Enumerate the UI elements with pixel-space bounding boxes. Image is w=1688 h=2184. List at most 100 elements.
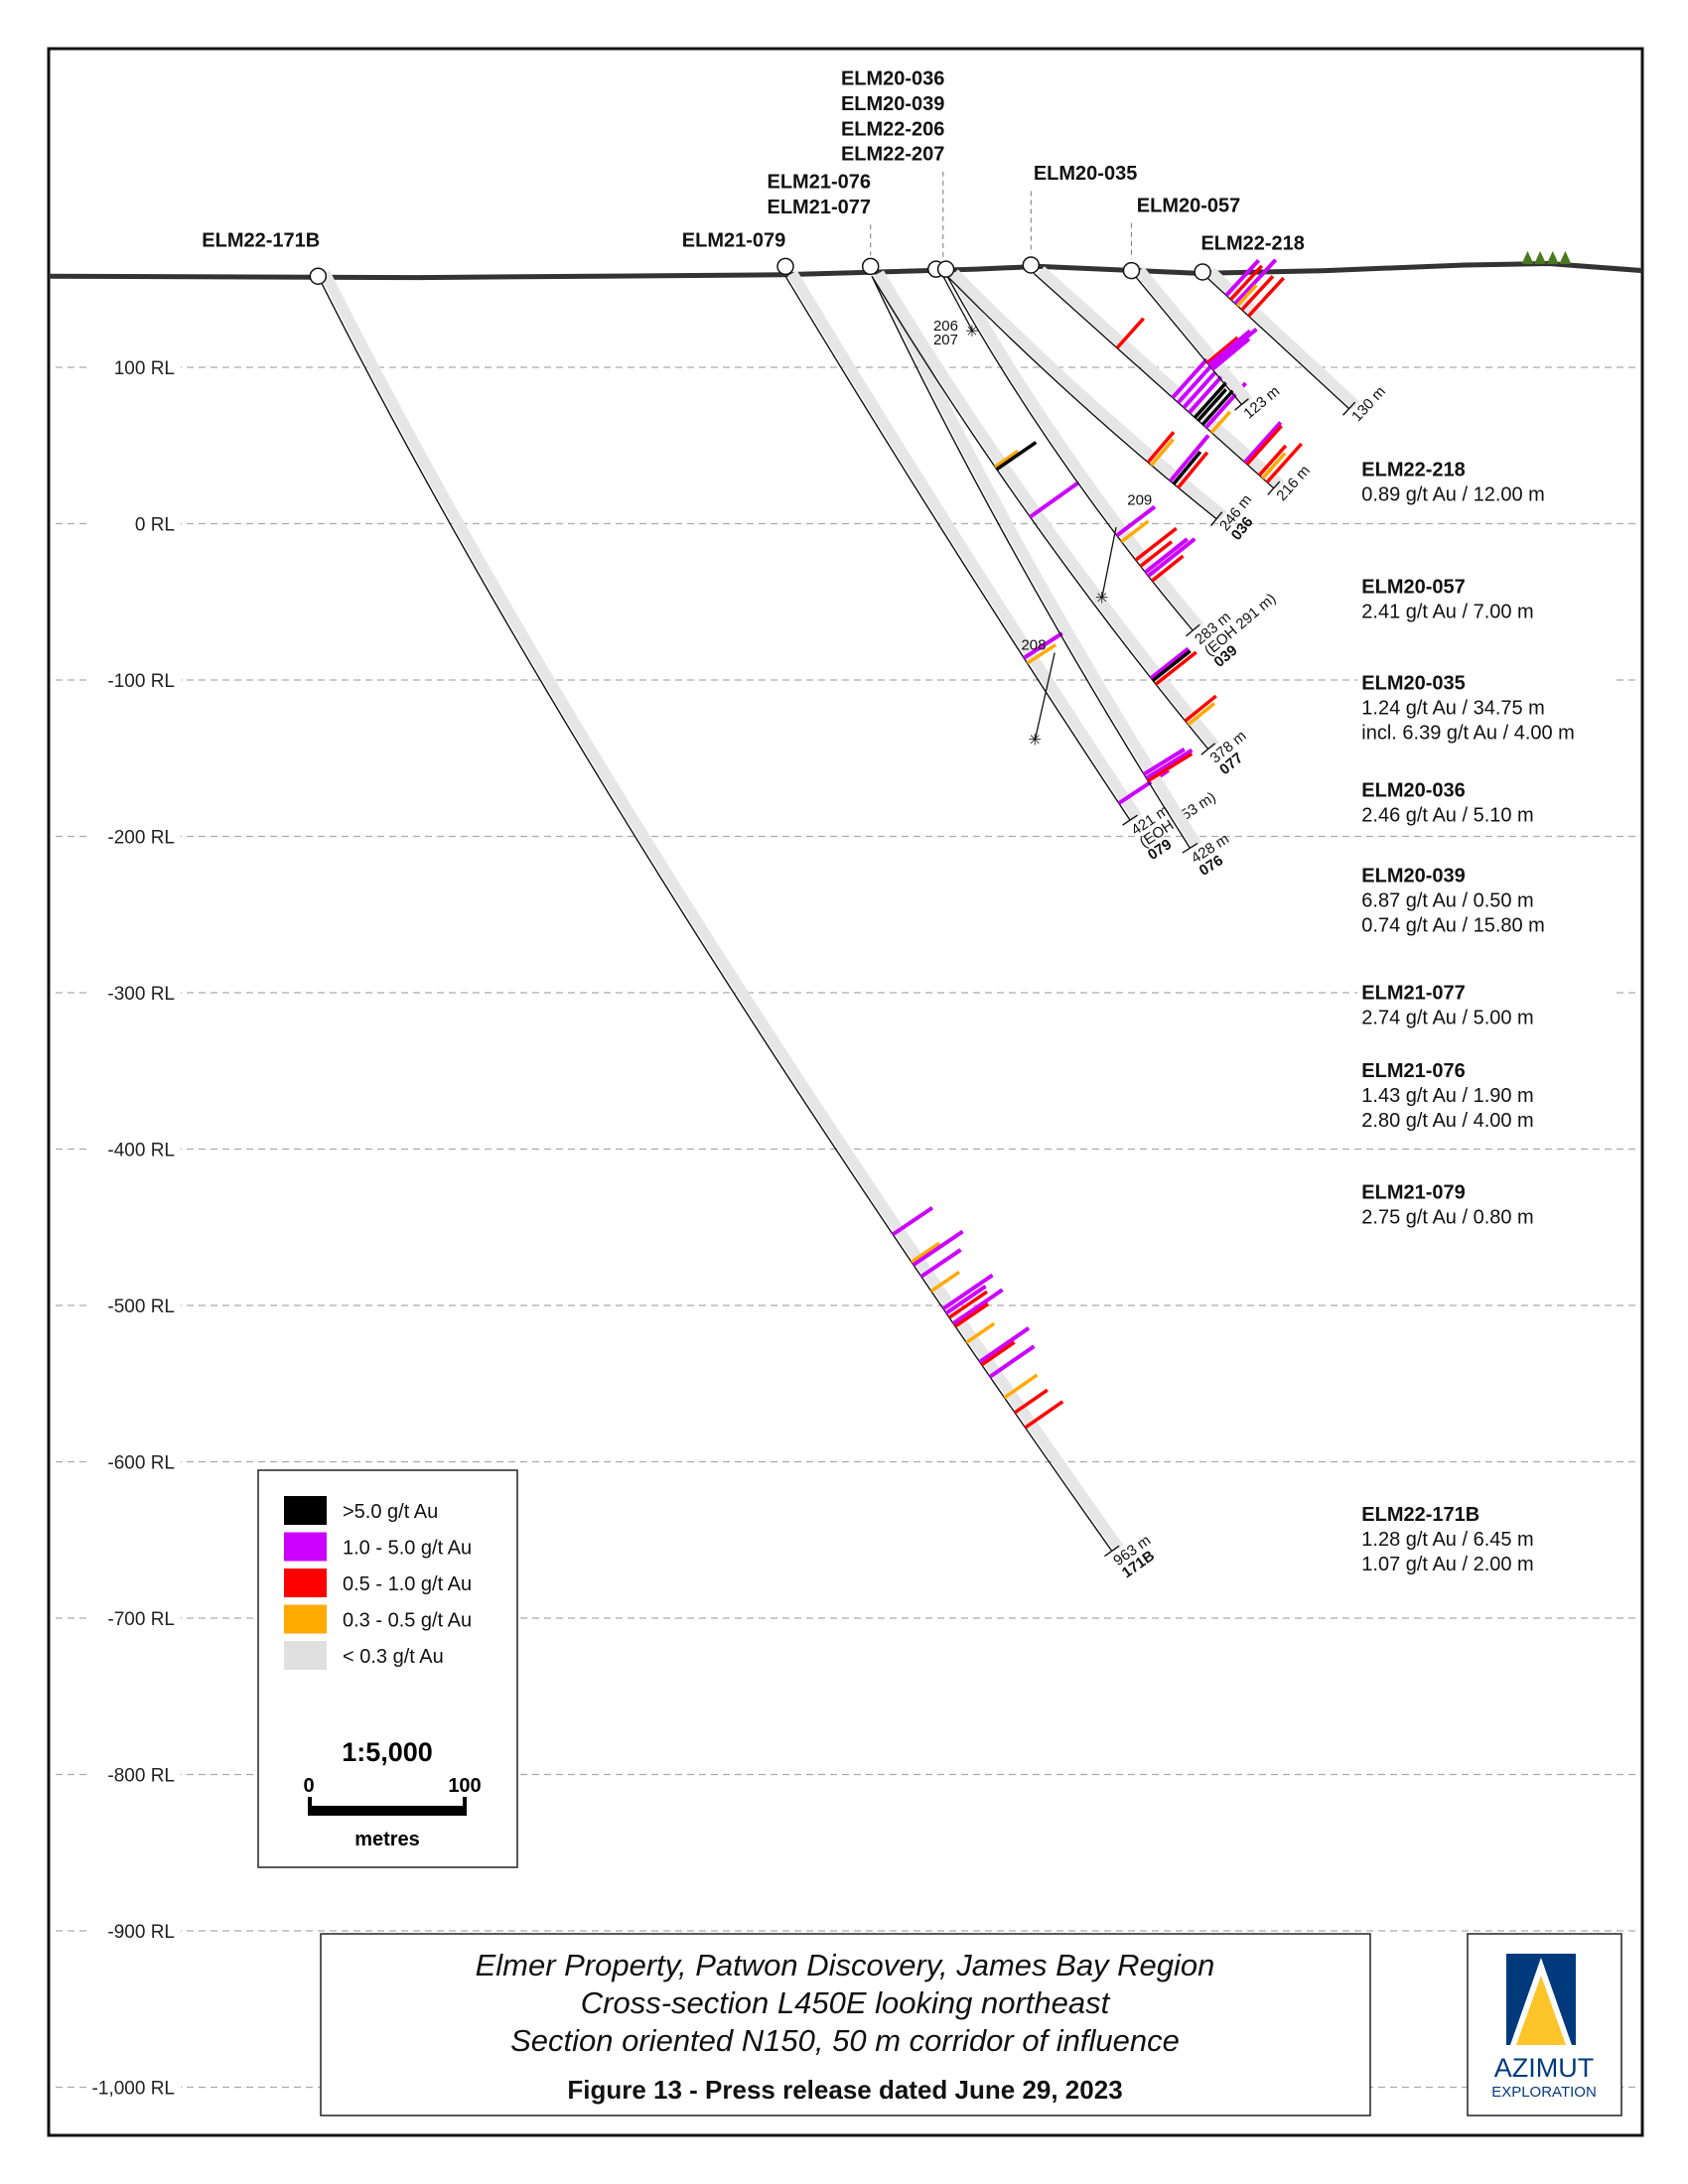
assay-interval xyxy=(978,1326,1031,1364)
assay-results: ELM22-218 0.89 g/t Au / 12.00 m ELM20-057 2… xyxy=(1357,456,1617,1576)
drill-trace xyxy=(1033,272,1275,489)
title-line-1: Elmer Property, Patwon Discovery, James … xyxy=(476,1948,1215,1982)
low-grade-band xyxy=(949,270,1204,631)
wedge-end-star-icon: ✳ xyxy=(965,324,978,341)
rl-label: 100 RL xyxy=(114,358,175,379)
result-grade: 0.74 g/t Au / 15.80 m xyxy=(1361,914,1545,936)
assay-interval xyxy=(951,1288,1004,1325)
result-grade: 2.41 g/t Au / 7.00 m xyxy=(1361,602,1533,623)
assay-interval xyxy=(1154,650,1197,686)
assay-interval xyxy=(912,1229,964,1267)
rl-label-bg xyxy=(89,1294,181,1317)
result-hole-id: ELM21-079 xyxy=(1361,1181,1466,1203)
collar-label: ELM20-036 xyxy=(841,68,945,90)
assay-interval xyxy=(994,449,1020,469)
assay-interval xyxy=(954,1302,990,1328)
assay-interval xyxy=(1145,748,1194,780)
collar-label: ELM21-076 xyxy=(767,172,871,194)
assay-interval xyxy=(1142,748,1186,776)
assay-interval xyxy=(1247,276,1286,318)
assay-interval xyxy=(944,1285,987,1315)
result-bg xyxy=(1357,1057,1617,1134)
assay-interval xyxy=(1188,371,1227,414)
assay-interval xyxy=(1169,434,1210,482)
assay-interval xyxy=(1224,258,1261,297)
result-hole-id: ELM22-218 xyxy=(1361,459,1466,480)
assay-interval xyxy=(910,1241,941,1264)
result-bg xyxy=(1357,669,1617,746)
rl-label: 0 RL xyxy=(135,515,175,536)
result-hole-id: ELM22-171B xyxy=(1361,1504,1479,1526)
assay-interval xyxy=(1003,1373,1039,1400)
end-of-hole-tick xyxy=(1234,398,1249,411)
assay-interval xyxy=(1139,540,1174,568)
rl-label-bg xyxy=(89,1919,181,1943)
end-of-hole-tick xyxy=(1185,623,1200,637)
drill-trace xyxy=(1132,272,1242,405)
result-hole-id: ELM20-035 xyxy=(1361,672,1466,694)
rl-label-bg xyxy=(89,1606,181,1630)
assay-interval xyxy=(1147,751,1194,783)
rl-label: -500 RL xyxy=(107,1297,175,1317)
result-hole-id: ELM21-077 xyxy=(1361,982,1466,1004)
end-of-hole-tick xyxy=(1267,480,1281,495)
drill-trace xyxy=(871,275,1192,849)
tree-icon xyxy=(1534,250,1547,264)
result-bg xyxy=(1357,862,1617,938)
end-of-hole-tick xyxy=(1342,401,1356,416)
collar-marker xyxy=(1194,263,1211,281)
rl-label-bg xyxy=(89,668,181,692)
azimut-logo: AZIMUT EXPLORATION xyxy=(1467,1933,1622,2116)
legend-swatch xyxy=(284,1532,327,1562)
assay-interval xyxy=(1026,643,1057,665)
assay-interval xyxy=(1120,519,1150,544)
assay-interval xyxy=(929,1271,960,1294)
collar-label: ELM20-035 xyxy=(1034,163,1138,185)
assay-interval xyxy=(1177,451,1209,489)
assay-interval xyxy=(1151,554,1185,583)
logo-subtitle: EXPLORATION xyxy=(1491,2084,1597,2101)
rl-label: -700 RL xyxy=(107,1609,175,1630)
result-hole-id: ELM20-057 xyxy=(1361,577,1466,599)
end-of-hole-tick xyxy=(1104,1545,1120,1558)
rl-label: -400 RL xyxy=(107,1141,175,1161)
result-grade: 1.24 g/t Au / 34.75 m xyxy=(1361,697,1545,719)
collar-marker xyxy=(936,260,955,278)
rl-label-bg xyxy=(89,355,181,379)
drill-trace xyxy=(317,275,1113,1552)
low-grade-band xyxy=(950,269,1227,520)
rl-label-bg xyxy=(89,1762,181,1787)
logo-name: AZIMUT xyxy=(1494,2053,1595,2083)
topographic-surface xyxy=(49,250,1642,281)
rl-label-bg xyxy=(89,2075,181,2100)
rl-label: -600 RL xyxy=(107,1453,175,1474)
result-hole-id: ELM20-036 xyxy=(1361,780,1466,802)
assay-interval xyxy=(948,1290,988,1319)
assay-interval xyxy=(1265,442,1304,483)
assay-interval xyxy=(919,1248,962,1279)
wedge-trace xyxy=(1034,652,1055,740)
assay-interval xyxy=(965,1321,996,1344)
result-grade: 2.80 g/t Au / 4.00 m xyxy=(1361,1110,1533,1132)
assay-interval xyxy=(1261,452,1287,479)
legend-swatch xyxy=(284,1604,327,1634)
assay-interval xyxy=(1229,264,1263,301)
assay-interval xyxy=(1233,258,1278,306)
result-grade: 2.75 g/t Au / 0.80 m xyxy=(1361,1206,1533,1228)
legend-swatch xyxy=(284,1496,327,1525)
assay-interval xyxy=(988,1344,1036,1379)
low-grade-band xyxy=(787,270,1142,821)
assay-interval xyxy=(1205,336,1239,364)
assay-interval xyxy=(1184,694,1217,723)
collar-label: ELM22-171B xyxy=(202,230,320,252)
low-grade-band xyxy=(320,270,1124,1552)
assay-interval xyxy=(1171,356,1210,399)
assay-interval xyxy=(1207,329,1252,367)
rl-label: -900 RL xyxy=(107,1922,175,1943)
result-grade: 0.89 g/t Au / 12.00 m xyxy=(1361,483,1545,505)
rl-label-bg xyxy=(89,1137,181,1161)
assay-interval xyxy=(995,441,1038,472)
assay-interval xyxy=(1023,630,1065,660)
result-grade: 6.87 g/t Au / 0.50 m xyxy=(1361,889,1533,911)
drill-trace xyxy=(946,275,1217,520)
